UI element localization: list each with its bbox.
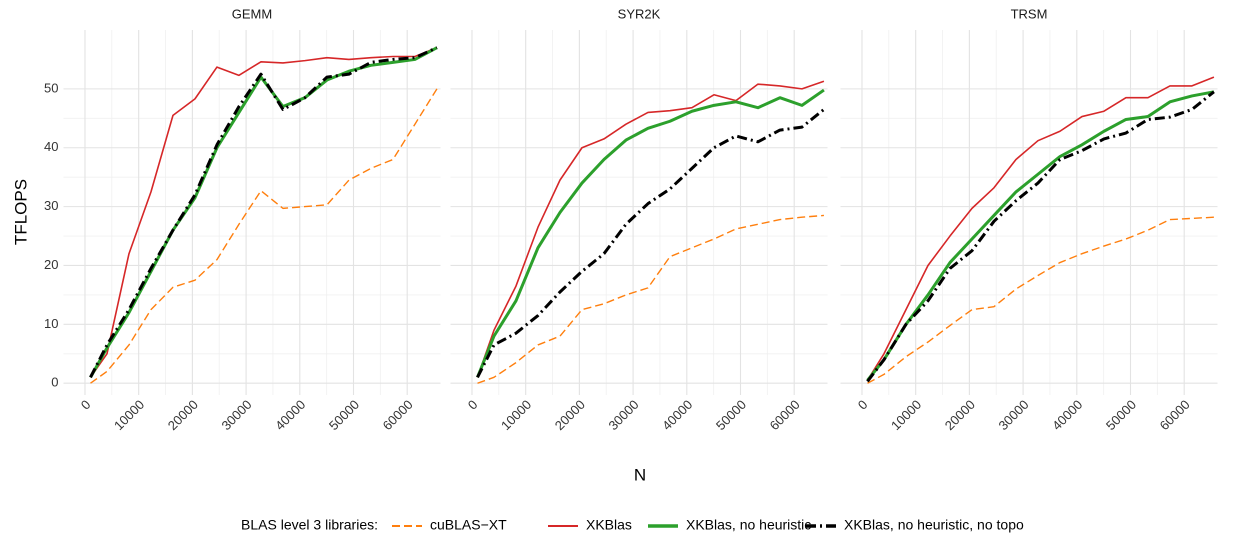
y-tick-label: 0 [51, 375, 58, 390]
x-tick-label: 0 [78, 397, 94, 413]
x-tick-label: 50000 [326, 397, 362, 433]
series-line [89, 46, 438, 379]
x-tick-label: 50000 [1103, 397, 1139, 433]
x-tick-label: 50000 [713, 397, 749, 433]
legend-label: XKBlas, no heuristic, no topo [844, 517, 1024, 533]
x-tick-label: 40000 [1049, 397, 1085, 433]
series-line [89, 46, 438, 378]
series-line [476, 108, 825, 379]
legend-label: XKBlas, no heuristic [686, 517, 811, 533]
series-line [476, 88, 825, 378]
panel-title: GEMM [232, 6, 272, 21]
x-tick-label: 10000 [498, 397, 534, 433]
legend-label: XKBlas [586, 517, 632, 533]
y-tick-label: 50 [44, 80, 58, 95]
x-tick-label: 10000 [888, 397, 924, 433]
series-line [90, 88, 438, 384]
y-tick-label: 20 [44, 257, 58, 272]
x-tick-label: 20000 [165, 397, 201, 433]
panel-title: TRSM [1011, 6, 1048, 21]
x-tick-label: 60000 [380, 397, 416, 433]
x-tick-label: 30000 [605, 397, 641, 433]
series-line [89, 46, 438, 379]
x-tick-label: 40000 [659, 397, 695, 433]
y-tick-label: 30 [44, 198, 58, 213]
series-line [867, 216, 1214, 384]
legend-title: BLAS level 3 libraries: [241, 517, 378, 533]
y-tick-label: 10 [44, 316, 58, 331]
y-tick-label: 40 [44, 139, 58, 154]
series-line [476, 80, 825, 378]
x-tick-label: 30000 [995, 397, 1031, 433]
x-tick-label: 0 [855, 397, 871, 413]
x-tick-label: 20000 [552, 397, 588, 433]
x-axis-title: N [634, 465, 646, 484]
x-tick-label: 60000 [1157, 397, 1193, 433]
series-line [866, 90, 1215, 383]
legend-label: cuBLAS−XT [430, 517, 507, 533]
series-line [866, 76, 1215, 381]
x-tick-label: 0 [465, 397, 481, 413]
series-line [477, 214, 824, 384]
x-tick-label: 60000 [767, 397, 803, 433]
x-tick-label: 20000 [942, 397, 978, 433]
y-axis-title: TFLOPS [11, 179, 30, 245]
x-tick-label: 10000 [111, 397, 147, 433]
series-line [866, 90, 1215, 382]
panel-title: SYR2K [618, 6, 661, 21]
x-tick-label: 30000 [218, 397, 254, 433]
x-tick-label: 40000 [272, 397, 308, 433]
